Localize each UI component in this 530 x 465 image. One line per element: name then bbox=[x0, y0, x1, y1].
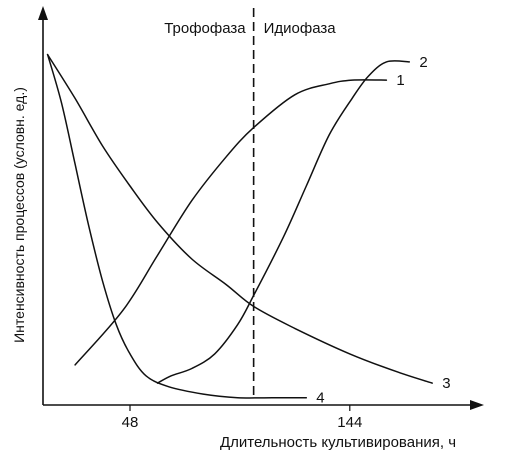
y-axis-label: Интенсивность процессов (условн. ед.) bbox=[11, 87, 27, 343]
series-3-label: 3 bbox=[442, 375, 450, 392]
series-4-line bbox=[46, 53, 308, 399]
series-2-line bbox=[156, 60, 411, 384]
x-axis-label: Длительность культивирования, ч bbox=[220, 434, 456, 451]
x-ticks: 48 144 bbox=[122, 405, 362, 431]
series-group: 12 3 4 bbox=[46, 53, 451, 407]
phase-label-1: Трофофаза bbox=[164, 20, 246, 37]
series-1-label: 1 bbox=[396, 72, 404, 89]
series-2-label: 2 bbox=[419, 54, 427, 71]
x-axis-arrow bbox=[470, 400, 484, 410]
series-1-line bbox=[74, 79, 388, 366]
phase-labels: Трофофаза Идиофаза bbox=[164, 20, 336, 37]
y-axis-arrow bbox=[38, 6, 48, 20]
phase-label-2: Идиофаза bbox=[264, 20, 337, 37]
axes bbox=[38, 6, 484, 410]
series-4-label: 4 bbox=[316, 390, 324, 407]
x-tick-label-48: 48 bbox=[122, 414, 139, 431]
series-3-line bbox=[46, 53, 433, 384]
x-tick-label-144: 144 bbox=[337, 414, 362, 431]
